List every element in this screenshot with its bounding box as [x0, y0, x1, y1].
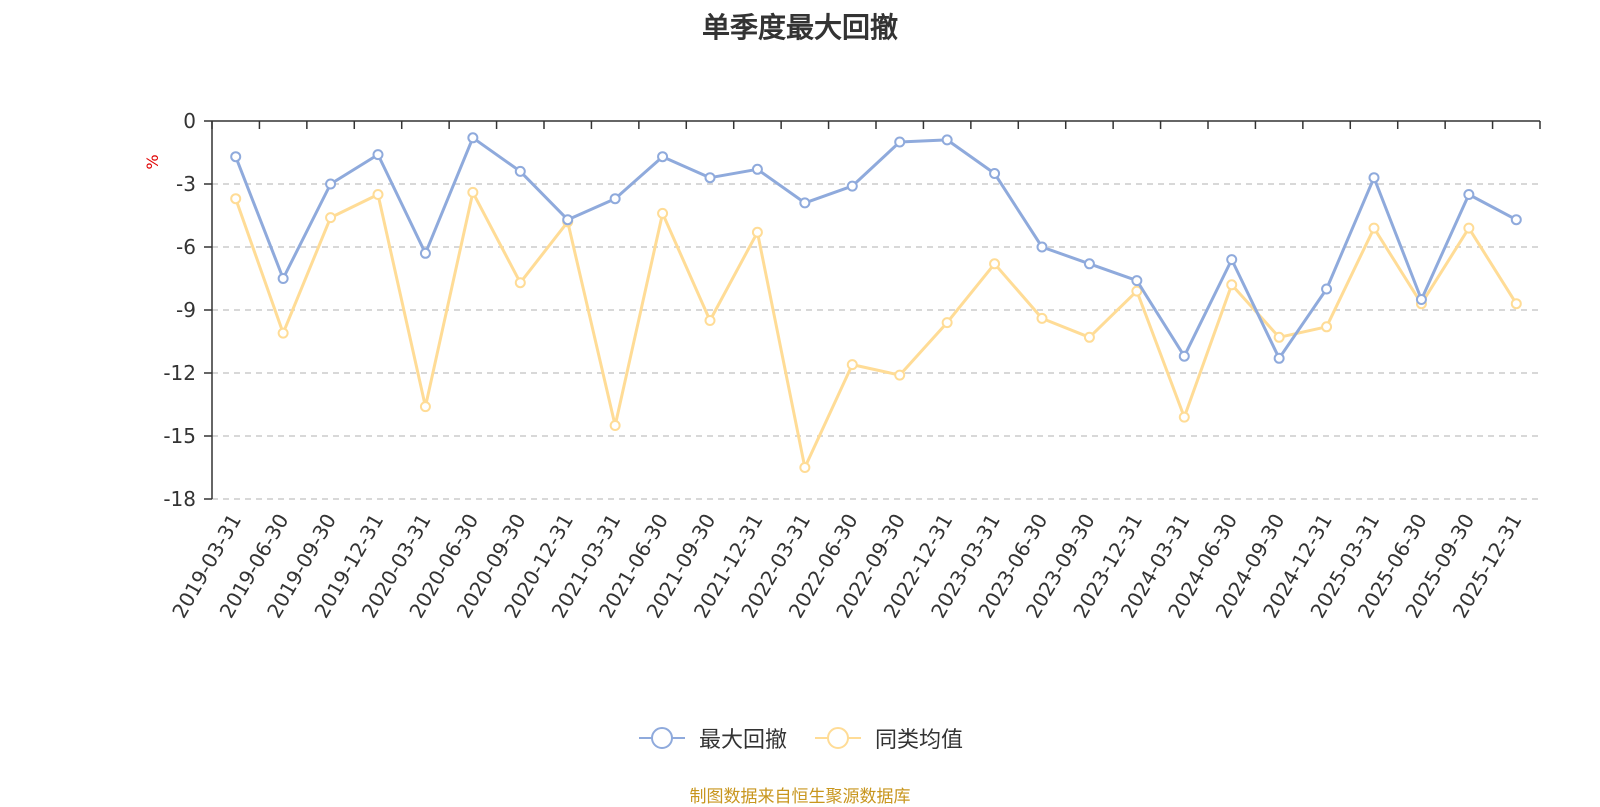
y-tick-label: 0: [183, 109, 196, 133]
data-point[interactable]: [1510, 298, 1522, 310]
y-tick-label: -9: [176, 298, 196, 322]
data-point[interactable]: [467, 186, 479, 198]
data-point[interactable]: [609, 420, 621, 431]
data-source-note: 制图数据来自恒生聚源数据库: [689, 787, 911, 807]
legend: 最大回撤 同类均值: [0, 722, 1600, 754]
data-point[interactable]: [1415, 294, 1427, 305]
data-point[interactable]: [989, 168, 1001, 179]
data-point[interactable]: [1083, 258, 1095, 270]
legend-item-max-drawdown[interactable]: 最大回撤: [637, 722, 787, 754]
data-point[interactable]: [704, 315, 716, 326]
series-lines: [230, 132, 1522, 473]
data-point[interactable]: [751, 163, 763, 175]
data-point[interactable]: [514, 165, 526, 177]
series-line: [234, 190, 1518, 469]
axis-labels: 0-3-6-9-12-15-182019-03-312019-06-302019…: [163, 109, 1526, 622]
data-point[interactable]: [1463, 222, 1475, 234]
data-point[interactable]: [894, 369, 906, 381]
data-point[interactable]: [419, 247, 431, 259]
data-point[interactable]: [1273, 331, 1285, 343]
y-tick-label: -3: [176, 172, 196, 196]
data-point[interactable]: [1131, 285, 1143, 297]
y-tick-label: -12: [163, 361, 196, 385]
y-tick-label: -15: [163, 424, 196, 448]
legend-marker-peer-average: [815, 727, 861, 749]
legend-item-peer-average[interactable]: 同类均值: [813, 722, 963, 754]
data-point[interactable]: [704, 172, 716, 184]
data-point[interactable]: [1083, 331, 1095, 343]
data-point[interactable]: [277, 273, 289, 284]
data-point[interactable]: [609, 193, 621, 205]
data-point[interactable]: [894, 136, 906, 148]
data-point[interactable]: [325, 178, 337, 190]
legend-label-peer-average: 同类均值: [875, 728, 964, 753]
data-point[interactable]: [372, 189, 384, 200]
axes: [204, 120, 1541, 500]
data-point[interactable]: [1321, 283, 1333, 295]
y-tick-label: -18: [163, 487, 196, 511]
data-point[interactable]: [941, 134, 953, 146]
chart-title: 单季度最大回撤: [701, 11, 898, 44]
y-axis-unit-label: %: [143, 154, 162, 169]
data-point[interactable]: [941, 317, 953, 329]
data-point[interactable]: [467, 132, 479, 144]
data-point[interactable]: [846, 359, 858, 371]
data-point[interactable]: [989, 258, 1001, 270]
legend-label-max-drawdown: 最大回撤: [698, 728, 787, 753]
legend-marker-max-drawdown: [638, 727, 685, 749]
data-point[interactable]: [657, 151, 669, 163]
data-point[interactable]: [1131, 275, 1143, 287]
data-point[interactable]: [1273, 352, 1285, 364]
data-point[interactable]: [1178, 350, 1190, 362]
data-point[interactable]: [1463, 189, 1475, 200]
data-point[interactable]: [1226, 254, 1238, 266]
data-point[interactable]: [657, 207, 669, 219]
data-point[interactable]: [846, 180, 858, 192]
data-point[interactable]: [514, 277, 526, 289]
data-point[interactable]: [419, 401, 431, 413]
data-point[interactable]: [1368, 222, 1380, 234]
data-point[interactable]: [1321, 321, 1333, 333]
data-point[interactable]: [799, 197, 811, 209]
data-point[interactable]: [325, 212, 337, 224]
data-point[interactable]: [751, 226, 763, 238]
data-point[interactable]: [799, 462, 811, 473]
data-point[interactable]: [562, 214, 574, 226]
data-point[interactable]: [372, 149, 384, 161]
data-point[interactable]: [1510, 214, 1522, 226]
data-point[interactable]: [1226, 279, 1238, 291]
data-point[interactable]: [1178, 411, 1190, 423]
data-point[interactable]: [230, 193, 242, 205]
data-point[interactable]: [1368, 172, 1380, 184]
data-point[interactable]: [1036, 241, 1048, 253]
data-point[interactable]: [277, 327, 289, 339]
data-point[interactable]: [230, 151, 242, 163]
data-point[interactable]: [1036, 312, 1048, 324]
y-tick-label: -6: [176, 235, 196, 259]
series-line: [234, 136, 1517, 360]
